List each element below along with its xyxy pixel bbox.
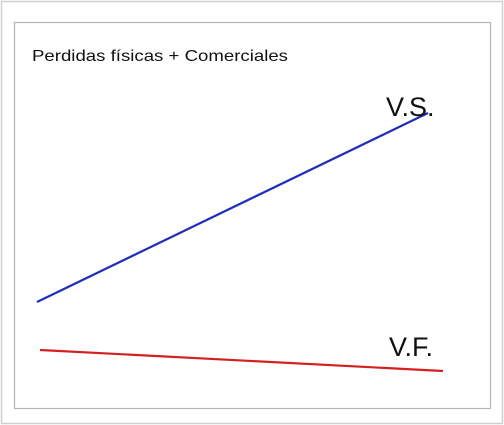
line-label: V.S. (386, 92, 435, 122)
panel (13, 21, 492, 410)
line-label: V.F. (389, 332, 433, 362)
vf-line (39, 348, 444, 373)
vs-line (36, 112, 429, 303)
title: Perdidas físicas + Comerciales (32, 48, 288, 65)
